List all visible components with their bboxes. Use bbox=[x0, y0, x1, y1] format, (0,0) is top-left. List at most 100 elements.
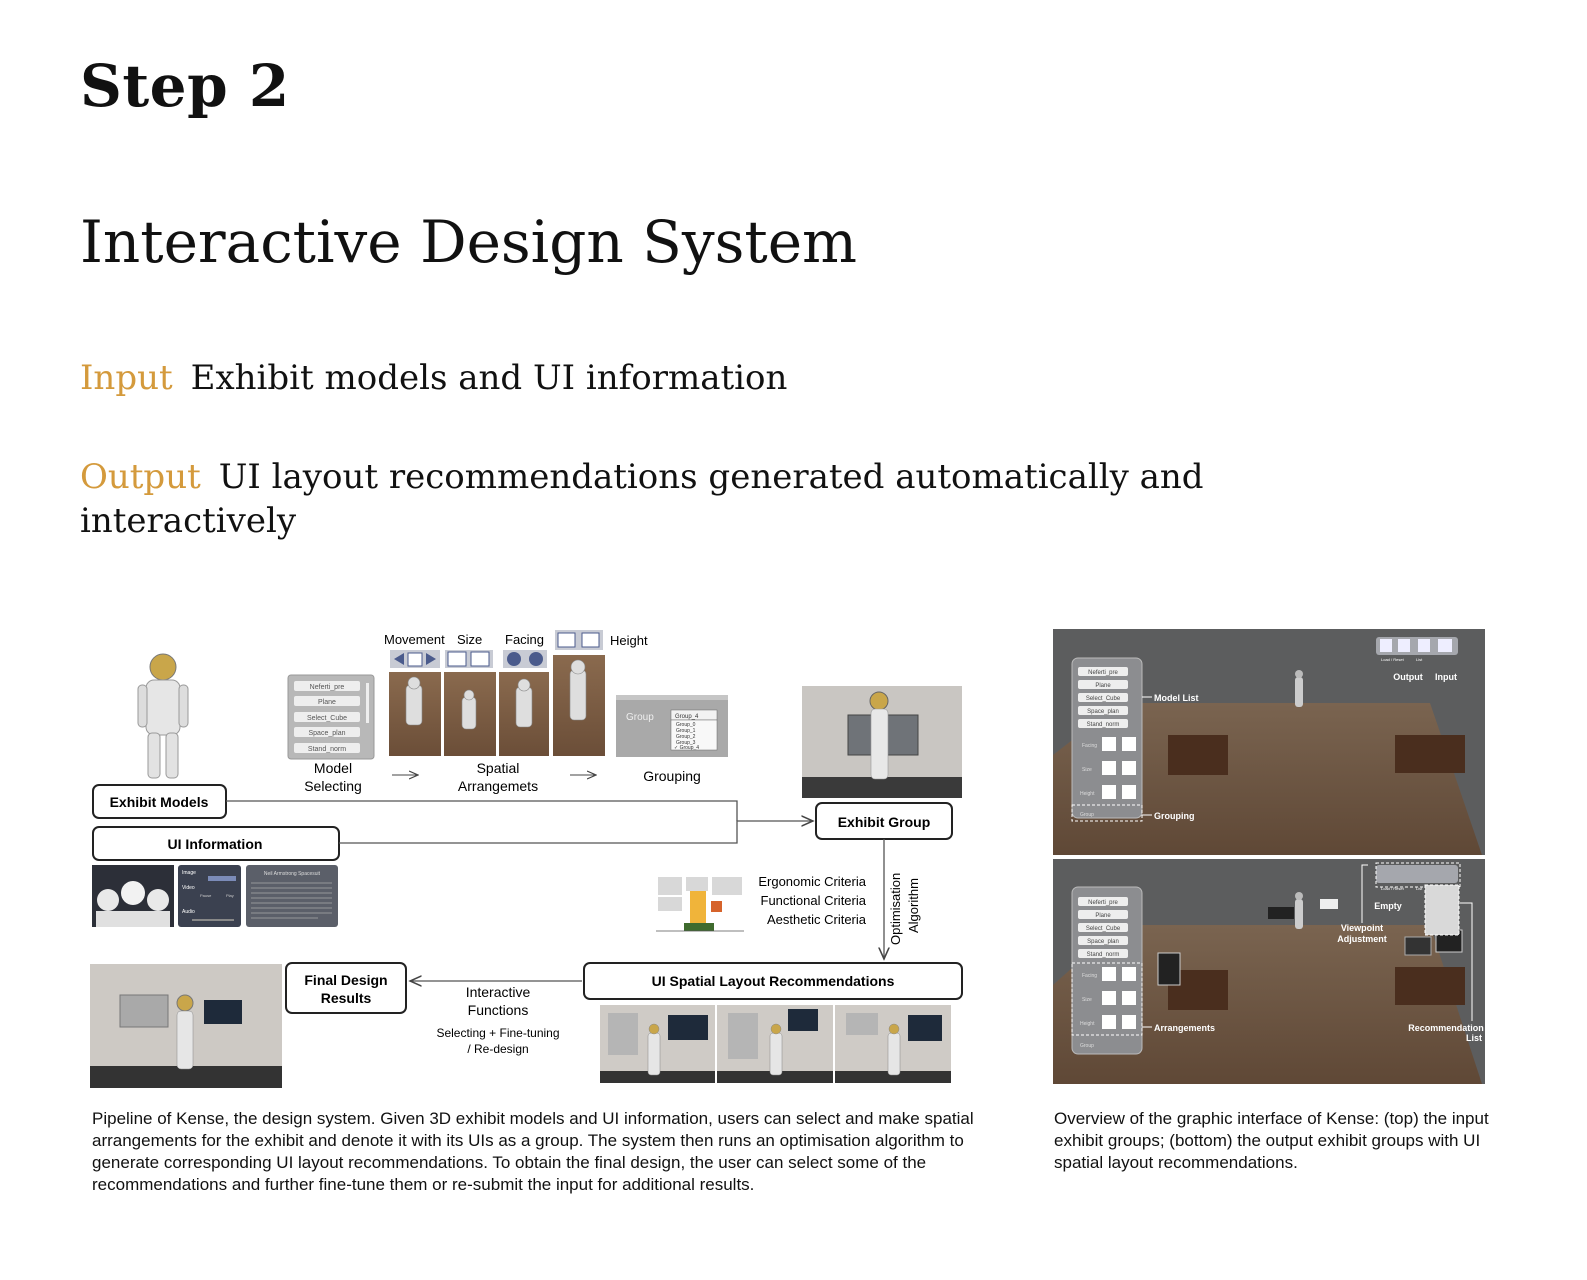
overview-load-reset: Load / Reset bbox=[1381, 886, 1405, 891]
text-ui-panel: Neil Armstrong Spacesuit bbox=[246, 865, 338, 927]
grouping-option: ✓ Group_4 bbox=[674, 745, 699, 751]
model-selecting-label: Model bbox=[314, 760, 352, 776]
grouping-panel: Group Group_4 Group_0 Group_1 Group_2 Gr… bbox=[616, 695, 728, 757]
output-label: Output bbox=[80, 457, 201, 497]
overview-load-reset: Load / Reset bbox=[1381, 657, 1405, 662]
ui-information-box: UI Information bbox=[92, 826, 340, 861]
ui-panel-play: Play bbox=[226, 893, 234, 898]
facing-icon bbox=[503, 650, 547, 668]
overview-model-item: Plane bbox=[1095, 913, 1111, 919]
input-label: Input bbox=[80, 358, 173, 398]
movement-label: Movement bbox=[384, 632, 445, 647]
recommendations-box: UI Spatial Layout Recommendations bbox=[583, 962, 963, 1000]
model-selecting-label: Selecting bbox=[304, 778, 362, 794]
overview-facing-label: Facing bbox=[1082, 973, 1097, 979]
overview-model-item: Space_plan bbox=[1087, 939, 1119, 945]
overview-model-item: Space_plan bbox=[1087, 709, 1119, 715]
overview-size-label: Size bbox=[1082, 997, 1092, 1003]
interactive-label: Interactive bbox=[466, 984, 531, 1000]
exhibit-models-box: Exhibit Models bbox=[92, 784, 227, 819]
astronaut-photo bbox=[92, 865, 174, 927]
overview-recommendation-label: List bbox=[1466, 1033, 1482, 1043]
grouping-label: Grouping bbox=[643, 768, 701, 784]
interactive-label: Functions bbox=[468, 1002, 529, 1018]
exhibit-group-label: Exhibit Group bbox=[838, 814, 931, 830]
overview-list-label: List bbox=[1416, 886, 1423, 891]
overview-model-item: Stand_norm bbox=[1087, 722, 1120, 728]
overview-model-item: Stand_norm bbox=[1087, 952, 1120, 958]
output-line: Output UI layout recommendations generate… bbox=[80, 455, 1230, 543]
ui-information-label: UI Information bbox=[168, 836, 263, 852]
overview-viewpoint-label: Viewpoint bbox=[1341, 923, 1383, 933]
grouping-option: Group_2 bbox=[676, 734, 696, 740]
overview-model-item: Select_Cube bbox=[1086, 696, 1121, 702]
interface-overview: Neferti_pre Plane Select_Cube Space_plan… bbox=[1053, 629, 1485, 1084]
criteria-ergonomic: Ergonomic Criteria bbox=[758, 874, 866, 889]
overview-model-item: Plane bbox=[1095, 683, 1111, 689]
size-icon bbox=[445, 650, 493, 668]
grouping-dropdown-value: Group_4 bbox=[675, 714, 699, 720]
overview-height-label: Height bbox=[1080, 1021, 1095, 1027]
spatial-arrangement-thumbnails bbox=[389, 655, 605, 756]
optimisation-label: Algorithm bbox=[906, 878, 921, 933]
criteria-aesthetic: Aesthetic Criteria bbox=[767, 912, 867, 927]
grouping-group-label: Group bbox=[626, 712, 654, 723]
ui-panel-title: Neil Armstrong Spacesuit bbox=[264, 871, 321, 877]
overview-model-item: Neferti_pre bbox=[1088, 900, 1118, 906]
ui-panel-video-label: Video bbox=[182, 885, 195, 891]
model-list-item: Space_plan bbox=[309, 730, 346, 737]
input-text: Exhibit models and UI information bbox=[190, 358, 788, 398]
size-label: Size bbox=[457, 632, 482, 647]
height-icon bbox=[555, 630, 603, 650]
overview-input-label: Input bbox=[1435, 672, 1457, 682]
recommendations-label: UI Spatial Layout Recommendations bbox=[652, 973, 895, 989]
overview-facing-label: Facing bbox=[1082, 743, 1097, 749]
model-list-item: Neferti_pre bbox=[310, 684, 345, 691]
overview-caption: Overview of the graphic interface of Ken… bbox=[1054, 1109, 1489, 1172]
spatial-label: Spatial bbox=[477, 760, 520, 776]
final-design-label: Results bbox=[321, 990, 372, 1006]
facing-label: Facing bbox=[505, 632, 544, 647]
optimisation-label: Optimisation bbox=[888, 873, 903, 945]
model-list-item: Select_Cube bbox=[307, 715, 347, 722]
model-list-item: Plane bbox=[318, 699, 336, 706]
overview-model-item: Neferti_pre bbox=[1088, 670, 1118, 676]
ui-panel-image-label: Image bbox=[182, 870, 196, 876]
overview-model-list-callout: Model List bbox=[1154, 693, 1199, 703]
spatial-label: Arrangemets bbox=[458, 778, 538, 794]
grouping-option: Group_0 bbox=[676, 722, 696, 728]
grouping-option: Group_1 bbox=[676, 728, 696, 734]
overview-group-label: Group bbox=[1080, 812, 1094, 818]
criteria-blocks-icon bbox=[656, 877, 744, 932]
ui-panel-pause: Pause bbox=[200, 893, 212, 898]
movement-icon bbox=[390, 650, 440, 668]
overview-output-label: Output bbox=[1393, 672, 1423, 682]
overview-list-label: List bbox=[1416, 657, 1423, 662]
final-design-box: Final Design Results bbox=[285, 962, 407, 1014]
criteria-functional: Functional Criteria bbox=[761, 893, 867, 908]
interactive-detail: Selecting + Fine-tuning bbox=[436, 1026, 559, 1040]
overview-size-label: Size bbox=[1082, 767, 1092, 773]
final-design-image bbox=[90, 964, 282, 1088]
overview-recommendation-label: Recommendation bbox=[1408, 1023, 1484, 1033]
overview-model-item: Select_Cube bbox=[1086, 926, 1121, 932]
media-ui-panel: Image Video Pause Play Audio bbox=[178, 865, 241, 927]
exhibit-group-image bbox=[802, 686, 962, 798]
overview-grouping-callout: Grouping bbox=[1154, 811, 1195, 821]
page-title: Interactive Design System bbox=[80, 208, 858, 276]
overview-height-label: Height bbox=[1080, 791, 1095, 797]
ui-panel-audio-label: Audio bbox=[182, 909, 195, 915]
model-list-panel: Neferti_pre Plane Select_Cube Space_plan… bbox=[287, 674, 375, 760]
input-exhibit-groups-screenshot: Neferti_pre Plane Select_Cube Space_plan… bbox=[1053, 629, 1485, 855]
pipeline-caption: Pipeline of Kense, the design system. Gi… bbox=[92, 1109, 974, 1194]
exhibit-group-box: Exhibit Group bbox=[815, 802, 953, 840]
overview-arrangements-callout: Arrangements bbox=[1154, 1023, 1215, 1033]
input-line: Input Exhibit models and UI information bbox=[80, 358, 787, 398]
exhibit-models-label: Exhibit Models bbox=[110, 794, 209, 810]
height-label: Height bbox=[610, 633, 648, 648]
output-exhibit-groups-screenshot: Neferti_pre Plane Select_Cube Space_plan… bbox=[1053, 859, 1485, 1084]
interactive-detail: / Re-design bbox=[467, 1042, 528, 1056]
overview-group-label: Group bbox=[1080, 1043, 1094, 1049]
step-heading: Step 2 bbox=[80, 52, 290, 120]
grouping-option: Group_3 bbox=[676, 740, 696, 746]
